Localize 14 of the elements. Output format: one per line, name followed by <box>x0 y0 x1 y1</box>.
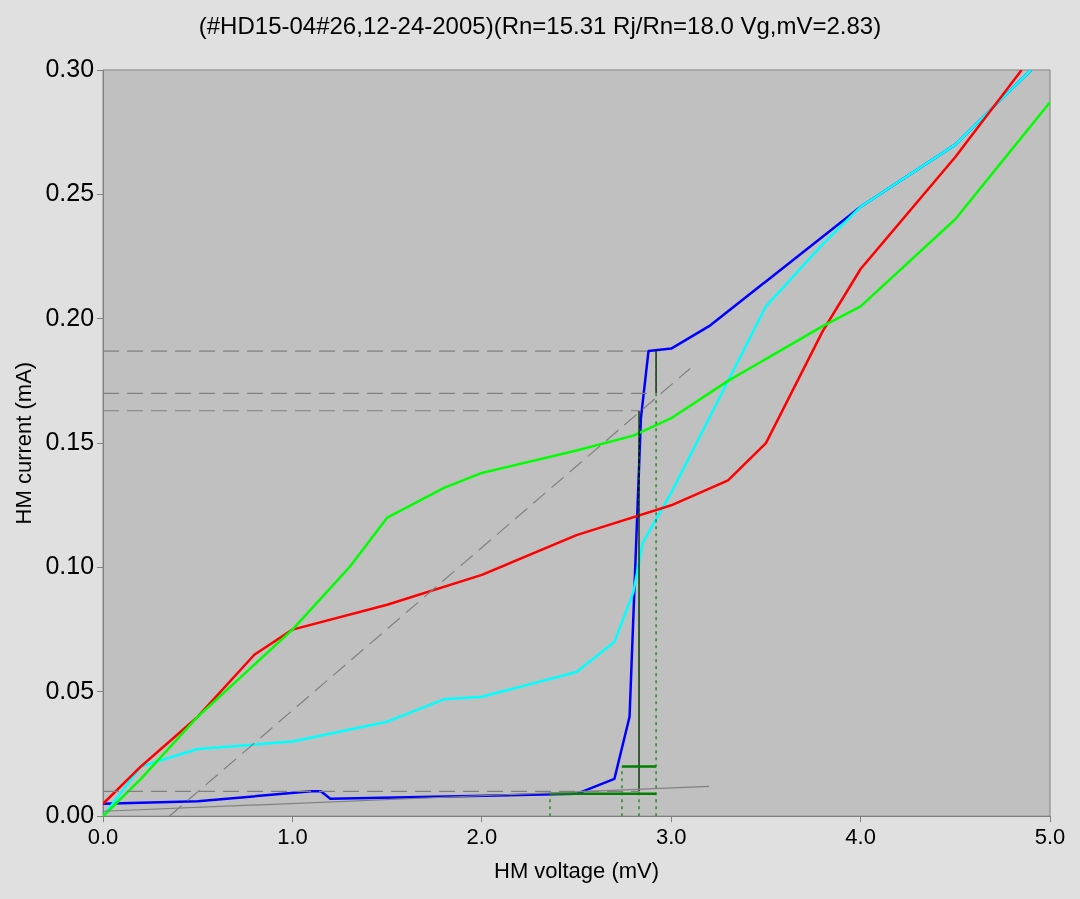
x-tick-label: 3.0 <box>655 824 687 850</box>
x-axis-title: HM voltage (mV) <box>494 857 660 883</box>
y-tick-label: 0.05 <box>45 675 95 704</box>
x-tick-label: 4.0 <box>845 824 876 850</box>
chart-title: (#HD15-04#26,12-24-2005)(Rn=15.31 Rj/Rn=18.0 Vg,mV=2.83) <box>197 12 883 40</box>
y-tick-label: 0.25 <box>45 178 95 207</box>
y-tick-label: 0.20 <box>45 302 95 331</box>
x-tick-label: 5.0 <box>1034 824 1066 850</box>
y-tick-label: 0.30 <box>45 53 95 82</box>
y-tick-label: 0.15 <box>45 426 95 455</box>
x-tick-label: 2.0 <box>466 824 498 850</box>
y-tick-label: 0.10 <box>45 551 95 580</box>
y-axis-title: HM current (mA) <box>11 361 37 525</box>
x-tick-label: 1.0 <box>277 824 308 850</box>
